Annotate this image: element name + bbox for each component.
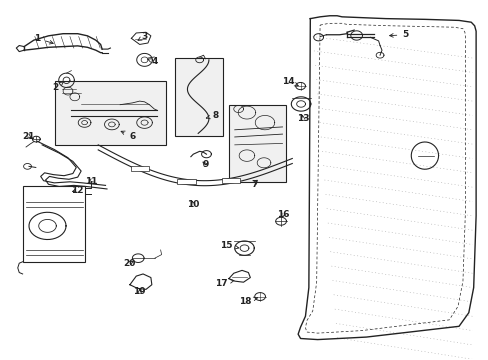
Bar xyxy=(228,105,286,182)
Text: 8: 8 xyxy=(206,111,218,120)
Text: 1: 1 xyxy=(34,34,53,44)
Text: 10: 10 xyxy=(187,200,199,209)
Text: 12: 12 xyxy=(71,185,84,194)
Text: 20: 20 xyxy=(123,259,136,268)
Bar xyxy=(130,166,149,171)
Text: 4: 4 xyxy=(147,57,157,66)
Text: 3: 3 xyxy=(138,32,147,41)
Text: 14: 14 xyxy=(282,77,298,86)
Bar xyxy=(55,81,166,145)
Text: 18: 18 xyxy=(239,297,257,306)
Bar xyxy=(22,186,85,262)
Text: 7: 7 xyxy=(250,180,257,189)
Text: 13: 13 xyxy=(296,114,308,123)
Text: 5: 5 xyxy=(389,30,407,39)
Text: 16: 16 xyxy=(277,210,289,219)
Bar xyxy=(177,180,196,184)
Text: 21: 21 xyxy=(22,132,35,141)
Text: 17: 17 xyxy=(214,279,233,288)
Bar xyxy=(175,58,223,136)
Text: 19: 19 xyxy=(133,287,146,296)
Text: 9: 9 xyxy=(202,161,208,170)
Text: 11: 11 xyxy=(84,176,97,185)
Text: 6: 6 xyxy=(121,131,135,141)
Text: 2: 2 xyxy=(52,82,63,92)
Text: 15: 15 xyxy=(219,241,238,250)
Bar xyxy=(221,178,240,183)
